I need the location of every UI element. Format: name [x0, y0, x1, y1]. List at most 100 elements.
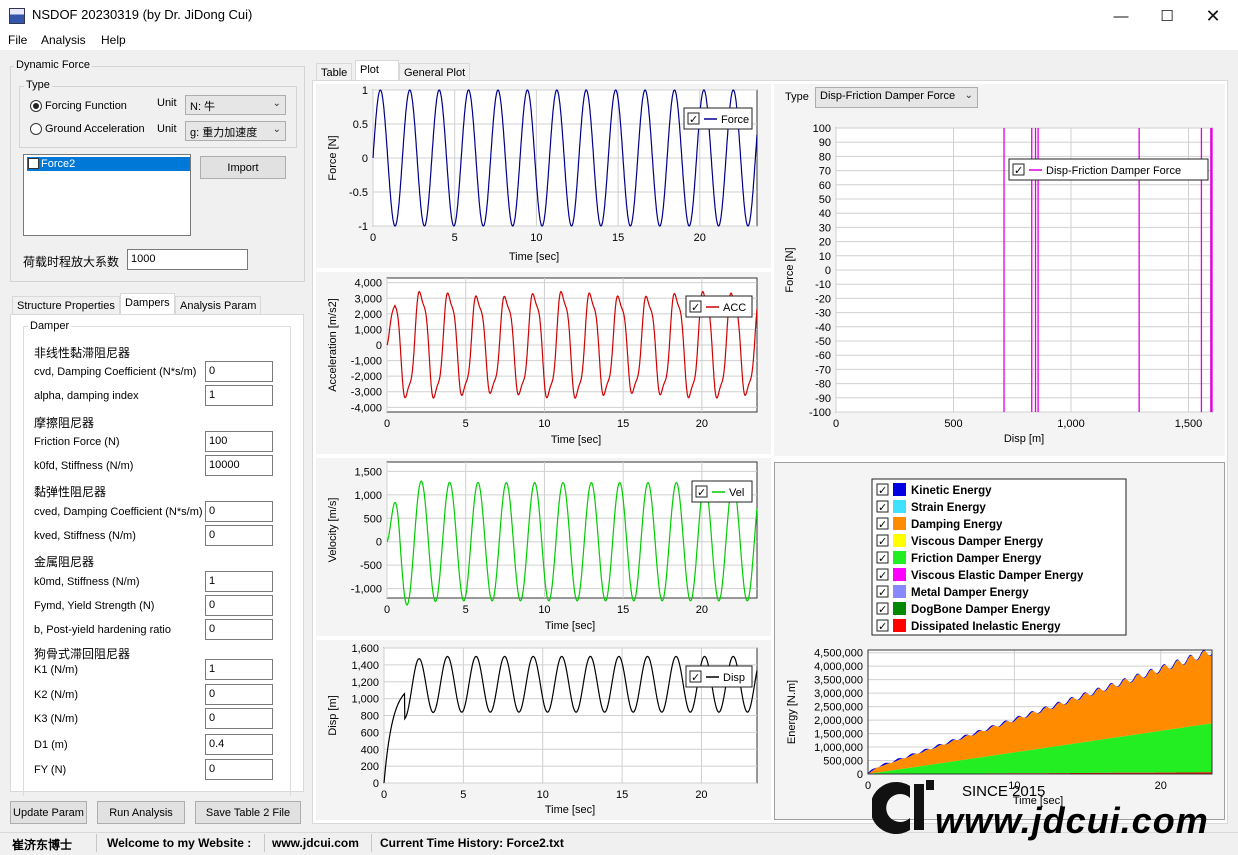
menu-file[interactable]: File: [8, 33, 28, 47]
disp-y-tick: 1,000: [351, 694, 379, 706]
acc-y-tick: -1,000: [351, 356, 382, 368]
damper-field-input[interactable]: 0: [205, 759, 273, 780]
acc-y-tick: 3,000: [354, 293, 382, 305]
type-selector-label: Type: [785, 91, 809, 103]
menu-help[interactable]: Help: [101, 33, 126, 47]
type-title: Type: [24, 79, 52, 91]
energy-kinetic-area: [868, 650, 1212, 774]
energy-legend-label: Viscous Elastic Damper Energy: [911, 570, 1084, 582]
damper-field-input[interactable]: 10000: [205, 455, 273, 476]
damper-field-input[interactable]: 0: [205, 708, 273, 729]
force-list[interactable]: Force2: [23, 154, 191, 236]
tab-plot[interactable]: Plot: [355, 60, 399, 81]
list-item[interactable]: Force2: [27, 157, 190, 171]
damper-group: [23, 326, 291, 796]
damper-field-label: cved, Damping Coefficient (N*s/m): [34, 506, 203, 518]
damper-field-input[interactable]: 0: [205, 684, 273, 705]
damper-field-input[interactable]: 0: [205, 361, 273, 382]
disp-x-tick: 15: [616, 789, 628, 801]
ground-acceleration-radio[interactable]: [30, 123, 42, 135]
energy-legend-checkbox: [876, 602, 889, 615]
damper-y-tick: 100: [813, 123, 831, 135]
damper-field-input[interactable]: 100: [205, 431, 273, 452]
acc-x-tick: 0: [384, 418, 390, 430]
vel-y-tick: -500: [360, 560, 382, 572]
energy-y-tick: 1,000,000: [814, 742, 863, 754]
import-button[interactable]: Import: [200, 156, 286, 179]
ground-unit-select[interactable]: g: 重力加速度 ⌄: [185, 121, 286, 141]
chevron-down-icon: ⌄: [964, 90, 973, 101]
energy-plot-frame: [867, 649, 1213, 775]
damper-field-input[interactable]: 0: [205, 525, 273, 546]
list-item-checkbox[interactable]: [28, 158, 39, 169]
tab-general-plot[interactable]: General Plot: [399, 63, 471, 81]
force-x-tick: 0: [370, 232, 376, 244]
tab-structure-properties[interactable]: Structure Properties: [12, 296, 120, 314]
status-author: 崔济东博士: [12, 838, 73, 852]
damper-field-input[interactable]: 1: [205, 659, 273, 680]
status-current-file: Current Time History: Force2.txt: [380, 836, 564, 850]
menu-analysis[interactable]: Analysis: [41, 33, 86, 47]
damper-field-input[interactable]: 0.4: [205, 734, 273, 755]
tab-analysis-param[interactable]: Analysis Param: [175, 296, 262, 314]
damper-field-input[interactable]: 1: [205, 571, 273, 592]
energy-y-tick: 2,000,000: [814, 715, 863, 727]
scale-input[interactable]: 1000: [127, 249, 248, 270]
dynamic-force-group: [10, 66, 305, 282]
acc-x-label: Time [sec]: [551, 434, 601, 446]
damper-field-input[interactable]: 0: [205, 595, 273, 616]
watermark-since: SINCE 2015: [962, 783, 1046, 800]
disp-series-line: [383, 655, 758, 784]
force-x-tick: 15: [612, 232, 624, 244]
disp-y-label: Disp [m]: [327, 695, 339, 735]
damper-y-tick: -40: [815, 322, 831, 334]
jdcui-logo: [870, 778, 942, 838]
damper-field-label: kved, Stiffness (N/m): [34, 530, 136, 542]
disp-legend-check: ✓: [691, 672, 700, 684]
run-analysis-button[interactable]: Run Analysis: [97, 801, 185, 824]
energy-legend-label: Dissipated Inelastic Energy: [911, 621, 1061, 633]
damper-y-tick: -50: [815, 336, 831, 348]
vel-x-label: Time [sec]: [545, 620, 595, 632]
disp-y-tick: 1,200: [351, 677, 379, 689]
forcing-function-radio[interactable]: [30, 100, 42, 112]
damper-field-input[interactable]: 1: [205, 385, 273, 406]
vel-y-label: Velocity [m/s]: [327, 498, 339, 563]
save-table-button[interactable]: Save Table 2 File: [195, 801, 301, 824]
status-welcome: Welcome to my Website :: [107, 836, 252, 850]
damper-field-input[interactable]: 0: [205, 501, 273, 522]
energy-legend-swatch: [893, 500, 906, 513]
tab-dampers[interactable]: Dampers: [120, 293, 175, 314]
force-x-tick: 10: [530, 232, 542, 244]
forcing-function-label: Forcing Function: [45, 100, 127, 112]
energy-legend-swatch: [893, 602, 906, 615]
disp-x-tick: 0: [381, 789, 387, 801]
vel-y-tick: 0: [376, 537, 382, 549]
tab-table[interactable]: Table: [316, 63, 353, 81]
ground-acceleration-label: Ground Acceleration: [45, 123, 145, 135]
damper-field-input[interactable]: 0: [205, 619, 273, 640]
damper-y-tick: 80: [819, 151, 831, 163]
damper-y-tick: -30: [815, 308, 831, 320]
force-x-tick: 5: [452, 232, 458, 244]
minimize-icon[interactable]: —: [1113, 7, 1129, 25]
maximize-icon[interactable]: ☐: [1160, 8, 1174, 25]
watermark-site: www.jdcui.com: [935, 800, 1209, 841]
damper-field-label: b, Post-yield hardening ratio: [34, 624, 171, 636]
vel-x-tick: 0: [384, 604, 390, 616]
force-x-label: Time [sec]: [509, 251, 559, 263]
force-unit-select[interactable]: N: 牛 ⌄: [185, 95, 286, 115]
status-bar: [0, 832, 1238, 855]
energy-legend-swatch: [893, 517, 906, 530]
plot-type-select[interactable]: Disp-Friction Damper Force ⌄: [815, 87, 978, 108]
damper-y-tick: 30: [819, 222, 831, 234]
status-website[interactable]: www.jdcui.com: [272, 836, 359, 850]
energy-x-tick: 20: [1155, 780, 1167, 792]
energy-damping-area: [868, 650, 1212, 774]
damper-x-label: Disp [m]: [1004, 433, 1044, 445]
force-series-line: [372, 89, 758, 227]
close-icon[interactable]: ✕: [1205, 5, 1221, 26]
update-param-button[interactable]: Update Param: [10, 801, 87, 824]
vel-y-tick: 500: [364, 513, 382, 525]
